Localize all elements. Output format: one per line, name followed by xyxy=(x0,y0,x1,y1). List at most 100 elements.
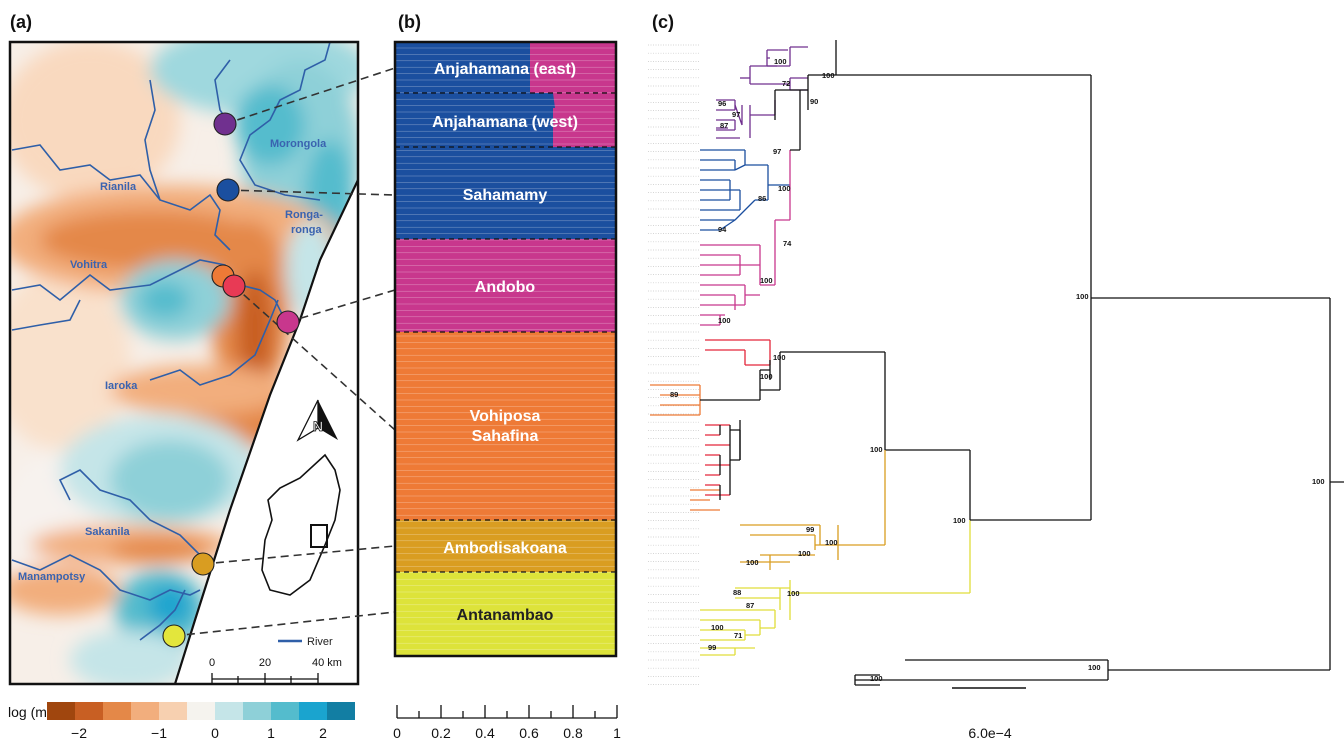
colorbar-swatch xyxy=(187,702,215,720)
colorbar-swatch xyxy=(299,702,327,720)
pop-label-sahafina: Sahafina xyxy=(472,428,539,445)
colorbar-swatch xyxy=(75,702,103,720)
pop-label-ambodisakoana: Ambodisakoana xyxy=(443,540,567,557)
colorbar-tick-m1: −1 xyxy=(151,725,167,741)
axis-tick-02: 0.2 xyxy=(431,725,451,741)
map-frame xyxy=(8,40,360,686)
bootstrap-label: 100 xyxy=(1088,663,1101,672)
pop-label-antanambao: Antanambao xyxy=(457,607,554,624)
pop-label-anjahamana-east: Anjahamana (east) xyxy=(434,61,576,78)
bootstrap-label: 100 xyxy=(774,57,787,66)
map-panel: N River 0 20 40 km Morongola Rianila Ron… xyxy=(8,40,360,686)
bootstrap-label: 99 xyxy=(708,643,716,652)
bootstrap-label: 100 xyxy=(825,538,838,547)
site-connectors xyxy=(173,67,396,637)
bootstrap-label: 72 xyxy=(782,79,790,88)
bootstrap-label: 89 xyxy=(670,390,678,399)
bootstrap-label: 100 xyxy=(798,549,811,558)
pop-label-anjahamana-west: Anjahamana (west) xyxy=(432,114,578,131)
colorbar-tick-2: 2 xyxy=(319,725,327,741)
bootstrap-labels: 100 72 90 100 96 97 87 97 100 86 94 74 100 100 100 100 8… xyxy=(670,57,1325,683)
axis-tick-06: 0.6 xyxy=(519,725,539,741)
bootstrap-label: 100 xyxy=(870,674,883,683)
scale-bar xyxy=(211,673,319,683)
individual-stripes xyxy=(395,47,616,657)
river-label-rongaronga-2: ronga xyxy=(291,224,322,236)
phylogenetic-tree xyxy=(648,40,1344,686)
structure-axis xyxy=(396,705,618,719)
river-legend-label: River xyxy=(307,636,333,648)
site-ambodisakoana xyxy=(191,552,215,576)
bootstrap-label: 100 xyxy=(711,623,724,632)
bootstrap-label: 100 xyxy=(953,516,966,525)
colorbar-swatch xyxy=(271,702,299,720)
svg-text:N: N xyxy=(313,418,323,434)
bootstrap-label: 87 xyxy=(746,601,754,610)
bootstrap-label: 97 xyxy=(732,110,740,119)
colorbar-swatch xyxy=(215,702,243,720)
bootstrap-label: 100 xyxy=(870,445,883,454)
colorbar xyxy=(47,702,355,720)
bootstrap-label: 100 xyxy=(760,372,773,381)
tree-scale-label: 6.0e−4 xyxy=(968,725,1011,741)
site-sahamamy xyxy=(216,178,240,202)
bootstrap-label: 86 xyxy=(758,194,766,203)
colorbar-swatch xyxy=(47,702,75,720)
axis-tick-08: 0.8 xyxy=(563,725,583,741)
inset-box xyxy=(310,524,328,548)
bootstrap-label: 94 xyxy=(718,225,727,234)
madagascar-inset xyxy=(261,453,341,596)
sampling-sites xyxy=(162,112,300,648)
bootstrap-label: 100 xyxy=(778,184,791,193)
site-andobo xyxy=(276,310,300,334)
bootstrap-label: 100 xyxy=(718,316,731,325)
pop-label-sahamamy: Sahamamy xyxy=(463,187,548,204)
bootstrap-label: 90 xyxy=(810,97,818,106)
pop-label-vohiposa: Vohiposa xyxy=(470,408,541,425)
colorbar-swatch xyxy=(159,702,187,720)
bootstrap-label: 71 xyxy=(734,631,742,640)
axis-tick-1: 1 xyxy=(613,725,621,741)
site-anjahamana xyxy=(213,112,237,136)
scale-tick-20: 20 xyxy=(259,657,271,669)
bootstrap-label: 96 xyxy=(718,99,726,108)
bootstrap-label: 100 xyxy=(760,276,773,285)
bootstrap-label: 100 xyxy=(1076,292,1089,301)
axis-tick-0: 0 xyxy=(393,725,401,741)
panel-label-b: (b) xyxy=(398,12,421,32)
bootstrap-label: 100 xyxy=(822,71,835,80)
north-arrow-icon: N xyxy=(296,399,338,442)
bootstrap-label: 100 xyxy=(773,353,786,362)
bootstrap-label: 87 xyxy=(720,121,728,130)
scale-tick-40: 40 km xyxy=(312,657,342,669)
river-label-vohitra: Vohitra xyxy=(70,259,108,271)
colorbar-tick-m2: −2 xyxy=(71,725,87,741)
river-label-iaroka: Iaroka xyxy=(105,380,138,392)
bootstrap-label: 100 xyxy=(746,558,759,567)
colorbar-swatch xyxy=(131,702,159,720)
scale-tick-0: 0 xyxy=(209,657,215,669)
coastline xyxy=(173,179,358,684)
river-label-morongola: Morongola xyxy=(270,138,327,150)
rivers xyxy=(11,42,331,641)
structure-frame xyxy=(393,40,618,658)
panel-label-c: (c) xyxy=(652,12,674,32)
bootstrap-label: 97 xyxy=(773,147,781,156)
axis-tick-04: 0.4 xyxy=(475,725,495,741)
bootstrap-label: 99 xyxy=(806,525,814,534)
bootstrap-label: 100 xyxy=(1312,477,1325,486)
site-sahafina xyxy=(222,274,246,298)
river-label-rianila: Rianila xyxy=(100,181,137,193)
river-label-sakanila: Sakanila xyxy=(85,526,131,538)
pop-label-andobo: Andobo xyxy=(475,279,536,296)
panel-label-a: (a) xyxy=(10,12,32,32)
colorbar-swatch xyxy=(103,702,131,720)
river-label-rongaronga-1: Ronga- xyxy=(285,209,323,221)
bootstrap-label: 100 xyxy=(787,589,800,598)
bootstrap-label: 88 xyxy=(733,588,741,597)
colorbar-label: log (m) xyxy=(8,704,52,720)
site-antanambao xyxy=(162,624,186,648)
river-label-manampotsy: Manampotsy xyxy=(18,571,86,583)
colorbar-tick-1: 1 xyxy=(267,725,275,741)
